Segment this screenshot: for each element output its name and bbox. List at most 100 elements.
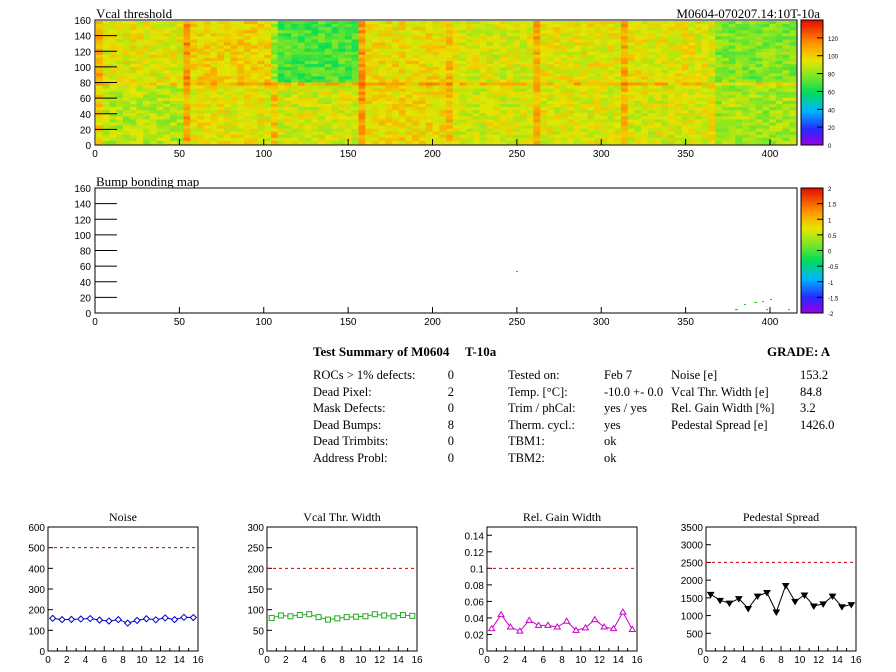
heatmap-cell xyxy=(230,107,238,111)
heatmap-cell xyxy=(647,64,656,68)
heatmap-cell xyxy=(621,64,629,68)
y-tick-label: 20 xyxy=(80,125,92,136)
heatmap-cell xyxy=(607,82,615,86)
heatmap-cell xyxy=(156,54,164,59)
y-tick-label: 400 xyxy=(28,564,45,575)
heatmap-cell xyxy=(560,45,568,50)
defect-value: 2 xyxy=(447,384,454,399)
x-tick-label: 10 xyxy=(136,655,148,666)
heatmap-cell xyxy=(459,134,467,139)
heatmap-cell xyxy=(762,64,770,68)
heatmap-cell xyxy=(358,116,366,120)
heatmap-cell xyxy=(331,97,339,102)
heatmap-cell xyxy=(196,116,205,120)
heatmap-cell xyxy=(109,70,117,74)
heatmap-cell xyxy=(244,110,252,114)
heatmap-cell xyxy=(149,30,157,34)
heatmap-cell xyxy=(452,33,460,37)
heatmap-cell xyxy=(365,24,373,28)
heatmap-cell xyxy=(230,57,238,62)
heatmap-cell xyxy=(345,131,353,136)
heatmap-cell xyxy=(297,128,306,133)
heatmap-cell xyxy=(607,70,615,74)
heatmap-cell xyxy=(345,88,353,93)
heatmap-cell xyxy=(668,33,676,37)
heatmap-cell xyxy=(614,97,622,102)
heatmap-cell xyxy=(661,107,669,111)
heatmap-cell xyxy=(641,70,649,74)
y-tick-label: 600 xyxy=(28,523,45,534)
heatmap-cell xyxy=(661,113,669,117)
heatmap-cell xyxy=(163,24,171,28)
heatmap-cell xyxy=(385,73,393,77)
data-point xyxy=(544,621,552,628)
heatmap-cell xyxy=(190,91,198,96)
heatmap-cell xyxy=(297,94,306,99)
heatmap-cell xyxy=(627,128,635,133)
heatmap-cell xyxy=(742,125,750,130)
heatmap-cell xyxy=(782,91,790,96)
heatmap-cell xyxy=(176,45,184,50)
heatmap-cell xyxy=(398,116,407,120)
heatmap-cell xyxy=(149,107,157,111)
heatmap-cell xyxy=(398,140,407,145)
heatmap-cell xyxy=(116,54,124,59)
heatmap-cell xyxy=(695,27,703,31)
heatmap-cell xyxy=(540,70,548,74)
heatmap-cell xyxy=(217,91,225,96)
heatmap-cell xyxy=(493,57,501,62)
heatmap-cell xyxy=(304,140,312,145)
heatmap-cell xyxy=(641,21,649,25)
heatmap-cell xyxy=(365,94,373,99)
heatmap-cell xyxy=(419,85,427,90)
heatmap-cell xyxy=(446,51,454,56)
heatmap-cell xyxy=(143,85,151,90)
heatmap-cell xyxy=(755,134,763,139)
heatmap-cell xyxy=(775,91,783,96)
heatmap-cell xyxy=(533,119,541,123)
heatmap-cell xyxy=(378,33,386,37)
heatmap-cell xyxy=(338,79,346,83)
heatmap-cell xyxy=(493,67,501,71)
heatmap-cell xyxy=(782,128,790,133)
performance-row: Pedestal Spread [e] 1426.0 xyxy=(671,417,846,434)
heatmap-cell xyxy=(163,125,171,130)
heatmap-cell xyxy=(446,91,454,96)
heatmap-cell xyxy=(392,140,400,145)
heatmap-cell xyxy=(398,94,407,99)
heatmap-cell xyxy=(183,76,191,80)
heatmap-cell xyxy=(324,97,332,102)
data-point xyxy=(48,614,57,623)
heatmap-cell xyxy=(600,73,608,77)
defect-value: 8 xyxy=(447,417,454,432)
heatmap-cell xyxy=(257,60,265,65)
heatmap-cell xyxy=(479,51,487,56)
heatmap-cell xyxy=(291,94,299,99)
heatmap-cell xyxy=(358,33,366,37)
heatmap-cell xyxy=(546,73,555,77)
heatmap-cell xyxy=(102,94,110,99)
heatmap-cell xyxy=(284,54,292,59)
performance-label: Pedestal Spread [e] xyxy=(671,417,768,432)
heatmap-cell xyxy=(580,27,588,31)
heatmap-cell xyxy=(264,73,272,77)
heatmap-cell xyxy=(412,91,420,96)
heatmap-cell xyxy=(170,42,178,46)
heatmap-cell xyxy=(466,110,474,114)
heatmap-cell xyxy=(365,33,373,37)
heatmap-cell xyxy=(775,88,783,93)
heatmap-cell xyxy=(284,76,292,80)
performance-label: Vcal Thr. Width [e] xyxy=(671,384,769,399)
heatmap-cell xyxy=(735,100,743,105)
heatmap-cell xyxy=(264,30,272,34)
heatmap-cell xyxy=(345,79,353,83)
heatmap-cell xyxy=(573,76,582,80)
heatmap-cell xyxy=(398,125,407,130)
heatmap-cell xyxy=(654,128,662,133)
heatmap-cell xyxy=(567,116,575,120)
heatmap-cell xyxy=(775,67,783,71)
heatmap-cell xyxy=(439,30,447,34)
heatmap-cell xyxy=(196,39,205,43)
heatmap-cell xyxy=(143,39,151,43)
heatmap-cell xyxy=(412,134,420,139)
